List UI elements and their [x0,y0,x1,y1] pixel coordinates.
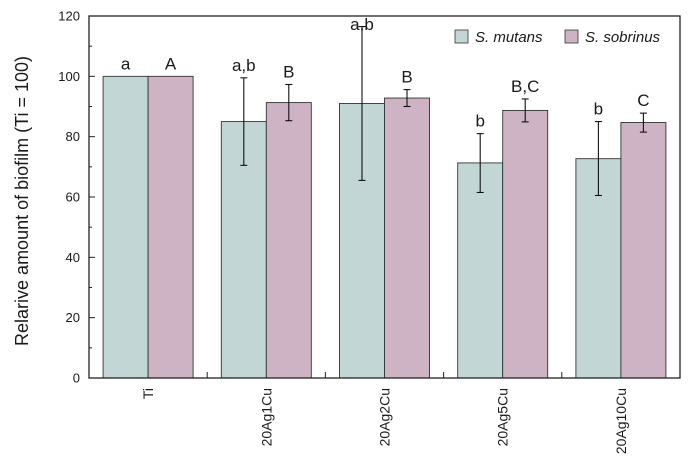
bar-s-sobrinus-ti [147,75,194,379]
significance-label-s-sobrinus-20ag5cu: B,C [511,77,539,96]
significance-label-s-sobrinus-20ag10cu: C [637,91,649,110]
y-tick-label: 100 [58,69,80,84]
significance-label-s-mutans-ti: a [121,54,131,73]
bar-s-mutans-20ag5cu [457,162,504,379]
x-tick-label-20ag1cu: 20Ag1Cu [258,388,274,446]
significance-label-s-mutans-20ag2cu: a,b [350,15,374,34]
bars [102,75,667,379]
significance-label-s-sobrinus-ti: A [165,54,177,73]
x-tick-label-20ag5cu: 20Ag5Cu [495,388,511,446]
x-tick-label-ti: Ti [140,388,156,399]
legend-swatch-s-sobrinus [564,29,579,44]
y-tick-label: 80 [66,129,80,144]
bar-s-sobrinus-20ag10cu [620,122,667,379]
legend-label-s-sobrinus: S. sobrinus [585,29,661,46]
significance-label-s-sobrinus-20ag2cu: B [401,68,412,87]
legend-swatch-s-mutans [454,29,469,44]
plot-frame [88,15,681,379]
y-tick-label: 120 [58,9,80,24]
y-tick-label: 60 [66,190,80,205]
error-bar-s-mutans-20ag1cu [240,77,248,166]
y-tick-label: 40 [66,250,80,265]
error-bar-s-sobrinus-20ag5cu [521,98,529,123]
error-bar-s-mutans-20ag2cu [358,26,366,181]
x-tick-label-20ag10cu: 20Ag10Cu [613,388,629,454]
y-axis-label: Relarive amount of biofilm (Ti = 100) [12,56,32,346]
error-bar-s-sobrinus-20ag1cu [285,83,293,122]
bar-s-sobrinus-20ag5cu [502,109,549,379]
bar-s-mutans-ti [102,75,149,379]
y-tick-label: 0 [73,371,80,386]
error-bars [240,26,647,197]
x-tick-labels: Ti 20Ag1Cu 20Ag2Cu 20Ag5Cu 20Ag10Cu [140,388,629,454]
legend-label-s-mutans: S. mutans [475,29,543,46]
significance-label-s-sobrinus-20ag1cu: B [283,62,294,81]
x-tick-label-20ag2cu: 20Ag2Cu [377,388,393,446]
significance-label-s-mutans-20ag10cu: b [594,100,603,119]
error-bar-s-mutans-20ag5cu [476,133,484,194]
significance-label-s-mutans-20ag1cu: a,b [232,56,256,75]
bar-s-sobrinus-20ag2cu [384,97,430,379]
error-bar-s-sobrinus-20ag10cu [639,112,647,133]
legend: S. mutans S. sobrinus [454,29,661,46]
error-bar-s-sobrinus-20ag2cu [403,89,411,108]
y-tick-label: 20 [66,310,80,325]
error-bar-s-mutans-20ag10cu [594,121,602,197]
bar-s-sobrinus-20ag1cu [265,102,312,379]
significance-label-s-mutans-20ag5cu: b [475,112,484,131]
